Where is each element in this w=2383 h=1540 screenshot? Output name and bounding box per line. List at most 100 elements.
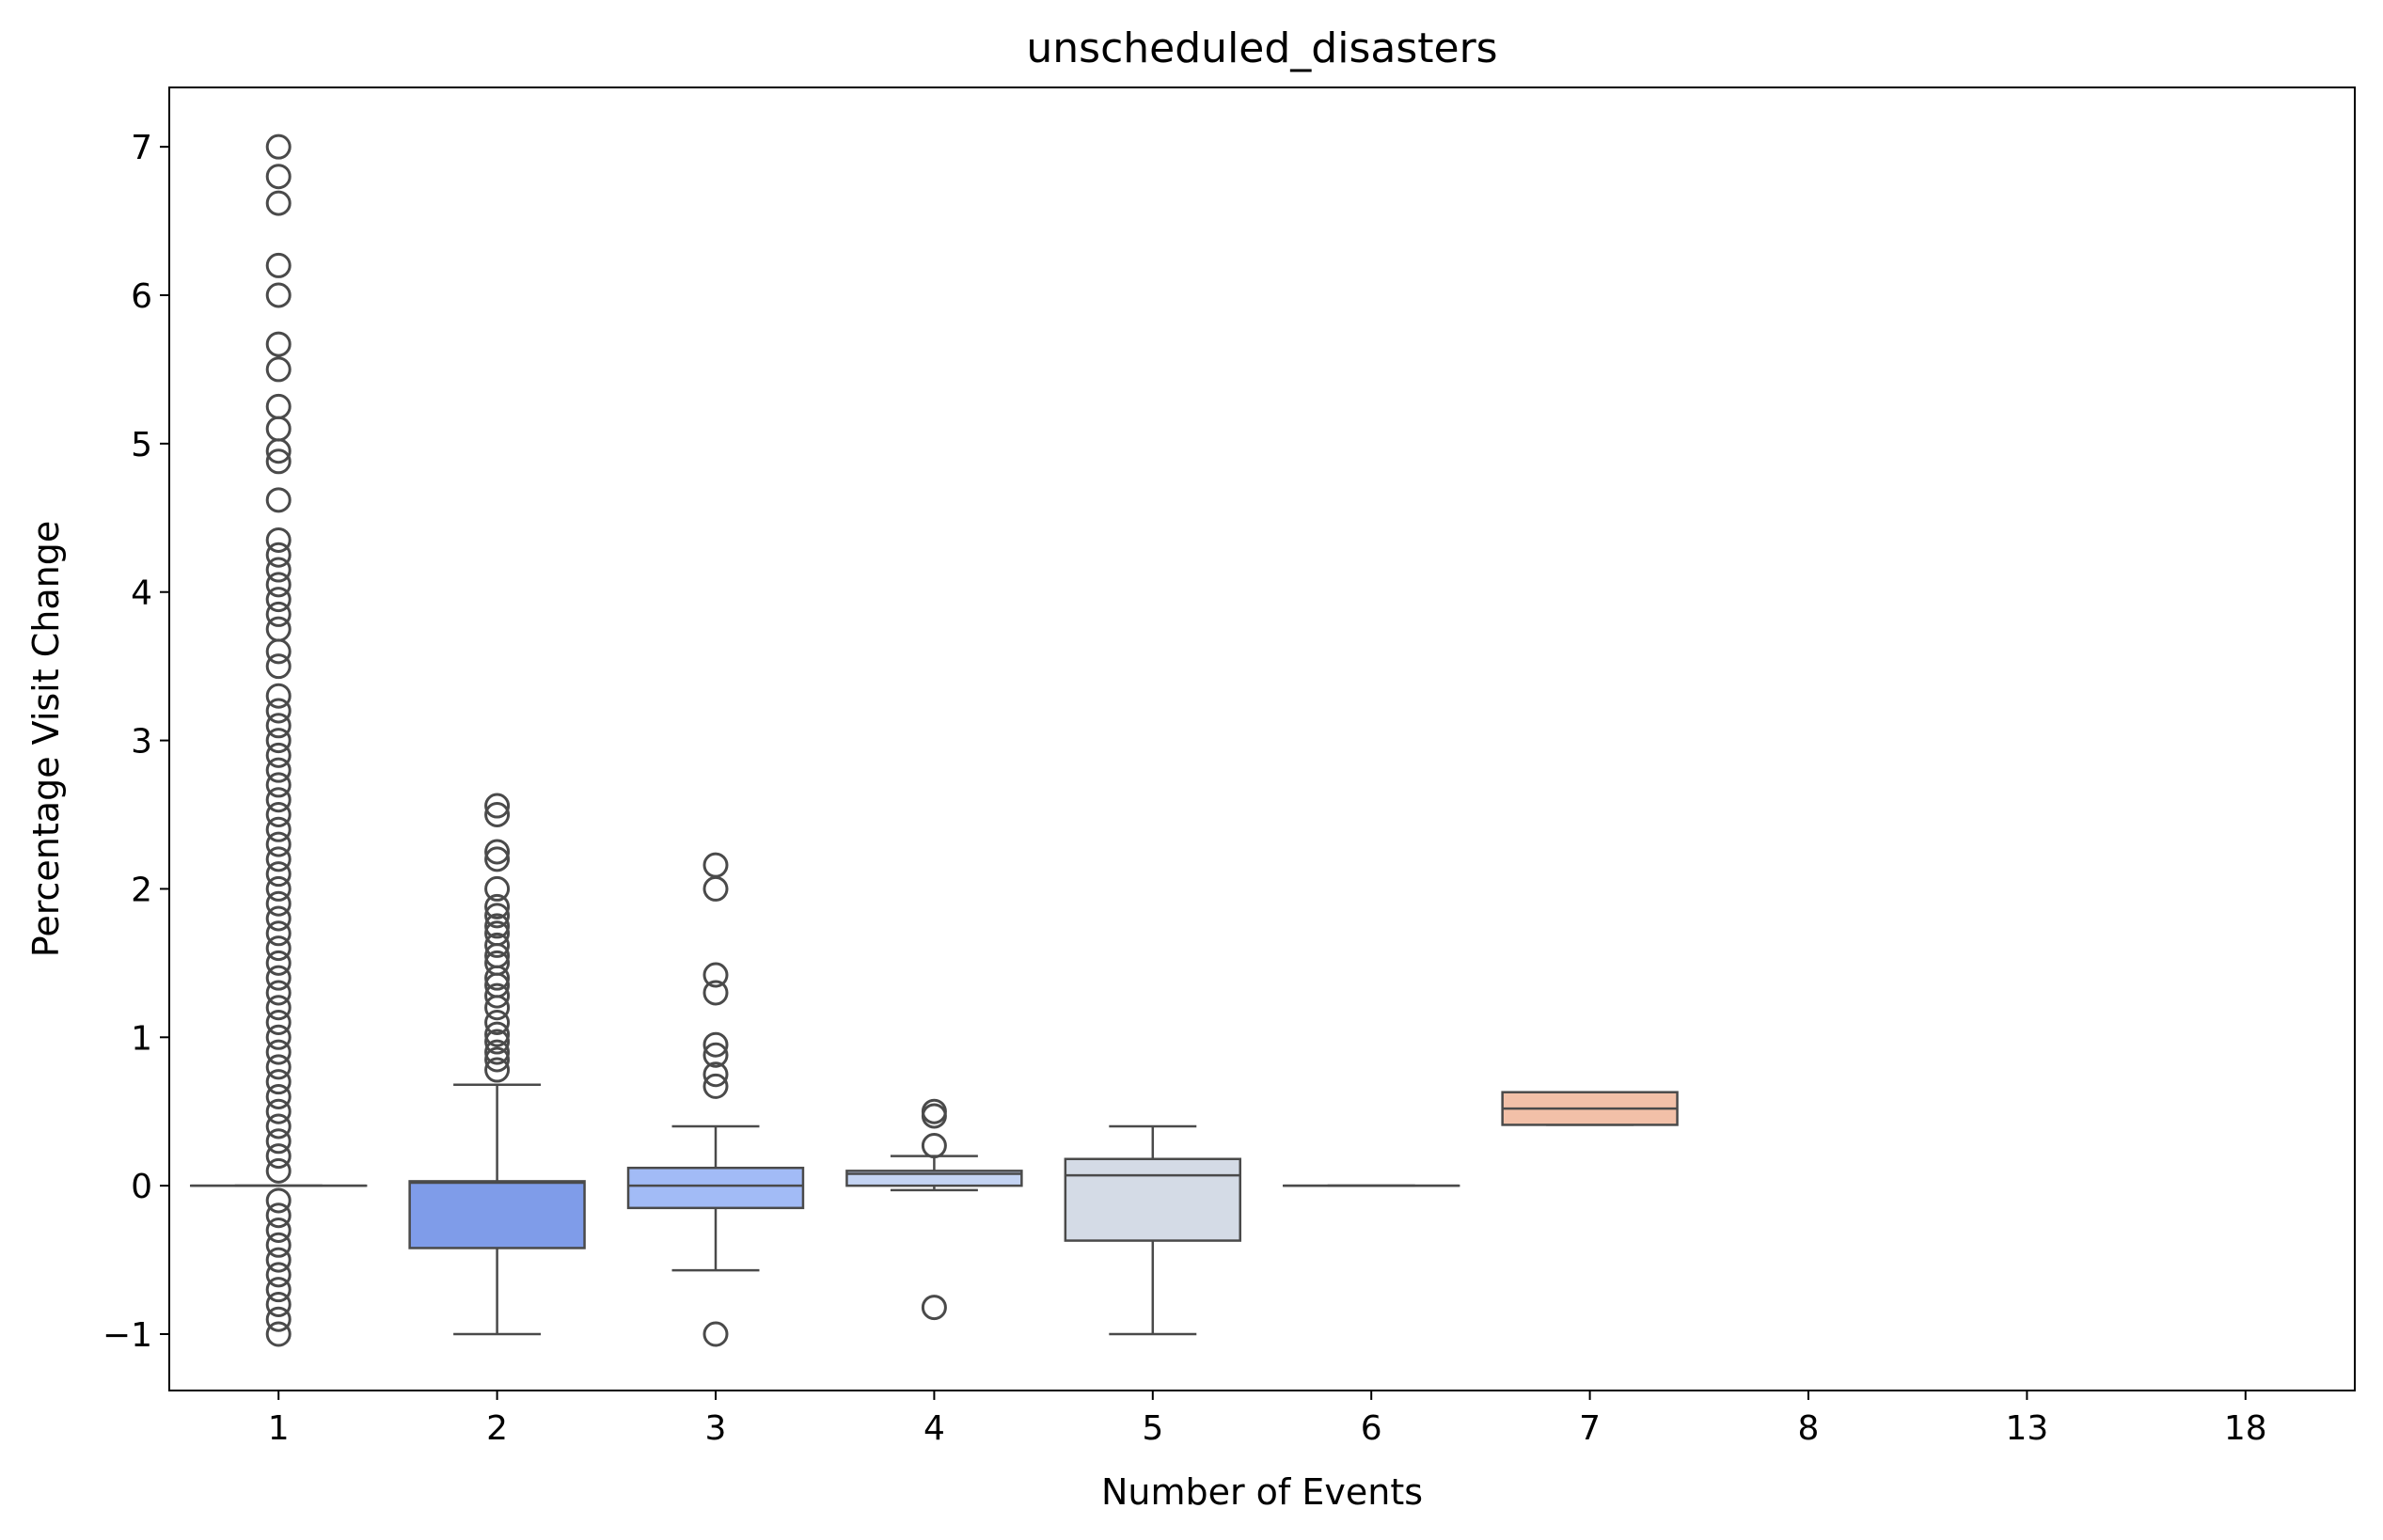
outlier-point [265, 713, 292, 739]
outlier-point [921, 1103, 947, 1129]
outlier-point [265, 1024, 292, 1050]
outlier-point [265, 920, 292, 947]
outlier-point [265, 980, 292, 1006]
outlier-point [265, 875, 292, 902]
x-tick-label: 13 [2005, 1409, 2048, 1448]
outlier-point [702, 875, 729, 902]
outlier-point [265, 1291, 292, 1317]
outlier-point [265, 1157, 292, 1184]
outlier-point [265, 1098, 292, 1124]
y-tick-label: 4 [131, 574, 152, 613]
x-tick-label: 1 [268, 1409, 290, 1448]
outlier-point [265, 890, 292, 917]
outlier-point [265, 572, 292, 598]
outlier-point [484, 903, 511, 929]
outlier-point [265, 638, 292, 665]
outlier-point [265, 1113, 292, 1139]
y-axis: −1 0 1 2 3 4 5 6 7 [103, 129, 169, 1355]
box-body [626, 1166, 805, 1210]
outlier-point [484, 1046, 511, 1073]
outlier-point [265, 557, 292, 583]
y-tick-label: 2 [131, 871, 152, 909]
outlier-point [484, 1039, 511, 1065]
outlier-point [265, 282, 292, 308]
outlier-point [265, 1277, 292, 1303]
y-tick-label: 5 [131, 426, 152, 464]
outlier-point [265, 846, 292, 872]
outlier-point [265, 787, 292, 813]
outlier-point [265, 164, 292, 190]
y-tick-label: 0 [131, 1168, 152, 1206]
outlier-point [265, 134, 292, 160]
x-tick-label: 2 [486, 1409, 508, 1448]
box-3 [626, 852, 805, 1347]
outlier-point [265, 542, 292, 568]
outlier-point [265, 742, 292, 768]
outlier-point [702, 1031, 729, 1058]
outlier-point [484, 1029, 511, 1055]
x-axis: 1 2 3 4 5 6 7 8 13 18 [268, 1391, 2267, 1448]
x-tick-label: 18 [2224, 1409, 2267, 1448]
y-tick-label: 1 [131, 1019, 152, 1058]
x-tick-label: 7 [1579, 1409, 1601, 1448]
outlier-point [702, 1042, 729, 1068]
outlier-point [265, 1321, 292, 1347]
outlier-point [265, 526, 292, 553]
outlier-point [702, 980, 729, 1006]
outlier-point [484, 982, 511, 1009]
y-tick-label: 7 [131, 129, 152, 167]
box-body [408, 1180, 586, 1249]
outlier-point [484, 1021, 511, 1047]
y-axis-label: Percentage Visit Change [25, 521, 67, 957]
outlier-point [484, 875, 511, 902]
x-tick-label: 6 [1361, 1409, 1382, 1448]
y-tick-label: 6 [131, 277, 152, 316]
box-1 [189, 134, 368, 1347]
outlier-point [265, 905, 292, 932]
outlier-point [265, 1232, 292, 1258]
outlier-point [484, 1010, 511, 1036]
outlier-point [484, 846, 511, 872]
outlier-point [265, 965, 292, 991]
y-tick-label: −1 [103, 1316, 152, 1355]
outlier-point [484, 839, 511, 865]
outlier-point [265, 802, 292, 828]
outlier-point [265, 601, 292, 627]
outlier-point [265, 1069, 292, 1095]
outlier-point [265, 728, 292, 754]
outlier-point [265, 190, 292, 216]
y-tick-label: 3 [131, 723, 152, 762]
outlier-point [265, 587, 292, 613]
outlier-point [265, 1143, 292, 1170]
outlier-point [484, 802, 511, 828]
box-body [1064, 1157, 1242, 1242]
outlier-point [484, 1057, 511, 1083]
outlier-point [265, 1054, 292, 1080]
outlier-point [484, 965, 511, 991]
box-4 [845, 1098, 1023, 1321]
outlier-point [484, 995, 511, 1021]
outlier-point [265, 448, 292, 475]
box-7 [1501, 1091, 1679, 1126]
outlier-point [921, 1133, 947, 1159]
outlier-point [265, 1010, 292, 1036]
outlier-point [265, 935, 292, 962]
outlier-point [702, 1073, 729, 1099]
outlier-point [265, 950, 292, 976]
outlier-point [484, 893, 511, 919]
outlier-point [265, 1039, 292, 1065]
outlier-point [265, 1306, 292, 1332]
x-tick-label: 8 [1798, 1409, 1820, 1448]
outlier-point [265, 1083, 292, 1109]
outlier-point [702, 1321, 729, 1347]
x-tick-label: 5 [1142, 1409, 1163, 1448]
outlier-point [265, 356, 292, 383]
outlier-point [265, 772, 292, 798]
outlier-point [265, 683, 292, 709]
outlier-point [265, 831, 292, 857]
x-tick-label: 4 [923, 1409, 945, 1448]
outlier-point [265, 1218, 292, 1244]
chart-title: unscheduled_disasters [1026, 24, 1497, 72]
